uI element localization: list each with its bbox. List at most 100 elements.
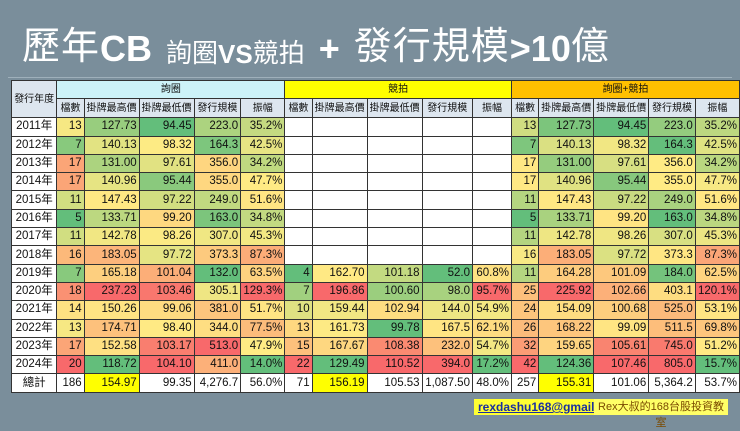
data-cell: 4,276.7 — [193, 373, 242, 393]
data-cell: 154.97 — [83, 373, 140, 393]
column-header: 掛牌最高價 — [538, 98, 595, 119]
data-cell: 5,364.2 — [648, 373, 696, 393]
data-cell: 164.3 — [193, 135, 242, 155]
data-cell: 45.3% — [240, 227, 286, 247]
data-cell: 232.0 — [421, 336, 473, 357]
data-cell — [284, 135, 313, 155]
data-cell: 5 — [510, 208, 540, 229]
title-text: VS — [218, 39, 253, 69]
data-cell: 174.71 — [83, 318, 140, 338]
data-cell: 183.05 — [538, 245, 595, 265]
year-cell: 2016年 — [10, 208, 58, 229]
data-cell: 42 — [510, 355, 540, 375]
data-cell: 381.0 — [193, 300, 242, 320]
data-cell: 98.26 — [593, 227, 650, 247]
data-cell: 51.6% — [694, 190, 740, 210]
data-cell: 62.5% — [694, 263, 740, 283]
data-cell: 104.10 — [138, 355, 195, 375]
data-cell: 62.1% — [471, 318, 512, 338]
data-cell: 511.5 — [648, 318, 696, 338]
data-cell: 69.8% — [694, 318, 740, 338]
column-header: 發行規模 — [421, 98, 473, 119]
data-cell: 17 — [510, 153, 540, 174]
data-cell: 183.05 — [83, 245, 140, 265]
data-cell: 159.44 — [311, 300, 368, 320]
data-cell: 147.43 — [538, 190, 595, 210]
data-cell — [471, 208, 512, 229]
table-row: 2014年 17 140.96 95.44 355.0 47.7% 17 140.96 95.4… — [10, 172, 740, 192]
year-cell: 2014年 — [10, 172, 58, 192]
data-cell — [284, 208, 313, 229]
data-cell: 98.26 — [138, 227, 195, 247]
total-row: 總計 186 154.97 99.35 4,276.7 56.0% 71 156.19 105.… — [10, 373, 740, 393]
data-cell: 152.58 — [83, 336, 140, 357]
data-cell: 99.20 — [593, 208, 650, 229]
data-cell: 4 — [284, 263, 313, 283]
data-cell: 99.06 — [138, 300, 195, 320]
data-cell: 51.6% — [240, 190, 286, 210]
data-cell: 99.20 — [138, 208, 195, 229]
data-cell: 223.0 — [648, 117, 696, 137]
data-cell: 164.3 — [648, 135, 696, 155]
data-cell: 105.53 — [366, 373, 423, 393]
data-cell: 95.44 — [593, 172, 650, 192]
data-cell — [366, 172, 423, 192]
data-cell: 140.13 — [83, 135, 140, 155]
data-cell: 34.8% — [240, 208, 286, 229]
table-row: 2024年 20 118.72 104.10 411.0 14.0% 22 129.49 110… — [10, 355, 740, 375]
year-cell: 2011年 — [10, 117, 58, 137]
column-header: 振幅 — [471, 98, 512, 119]
data-cell: 14 — [56, 300, 85, 320]
data-cell: 11 — [510, 227, 540, 247]
data-cell: 118.72 — [83, 355, 140, 375]
data-cell — [366, 135, 423, 155]
data-cell: 140.13 — [538, 135, 595, 155]
cb-stats-table: 發行年度 詢圈 競拍 詢圈+競拍 檔數 掛牌最高價 掛牌最低價 發行規模 振幅 檔數 掛牌最… — [10, 79, 740, 393]
data-cell — [284, 245, 313, 265]
data-cell: 101.18 — [366, 263, 423, 283]
contact-email[interactable]: rexdashu168@gmail.com — [474, 399, 627, 415]
data-cell: 20 — [56, 355, 85, 375]
data-cell — [311, 117, 368, 137]
data-cell: 17 — [56, 172, 85, 192]
data-cell: 344.0 — [193, 318, 242, 338]
data-cell: 129.49 — [311, 355, 368, 375]
brand-label: Rex大叔的168台股投資教室 — [594, 399, 728, 429]
data-cell: 42.5% — [694, 135, 740, 155]
data-cell — [284, 227, 313, 247]
data-cell: 13 — [284, 318, 313, 338]
data-cell — [471, 153, 512, 174]
data-cell: 103.17 — [138, 336, 195, 357]
data-cell: 165.18 — [83, 263, 140, 283]
data-cell: 13 — [510, 117, 540, 137]
data-cell: 745.0 — [648, 336, 696, 357]
data-cell: 16 — [56, 245, 85, 265]
data-cell: 100.60 — [366, 281, 423, 302]
data-cell — [471, 117, 512, 137]
data-cell: 525.0 — [648, 300, 696, 320]
data-cell: 16 — [510, 245, 540, 265]
data-cell: 56.0% — [240, 373, 286, 393]
data-cell: 87.3% — [694, 245, 740, 265]
data-cell: 53.1% — [694, 300, 740, 320]
title-text: 億 — [570, 24, 610, 68]
data-cell — [471, 227, 512, 247]
data-cell: 105.61 — [593, 336, 650, 357]
data-cell: 163.0 — [193, 208, 242, 229]
data-cell: 150.26 — [83, 300, 140, 320]
data-cell: 132.0 — [193, 263, 242, 283]
data-cell: 94.45 — [138, 117, 195, 137]
data-cell: 411.0 — [193, 355, 242, 375]
data-cell: 32 — [510, 336, 540, 357]
data-cell: 147.43 — [83, 190, 140, 210]
data-cell: 98.40 — [138, 318, 195, 338]
title-text: + — [318, 28, 340, 69]
data-cell: 168.22 — [538, 318, 595, 338]
data-cell: 47.7% — [694, 172, 740, 192]
data-cell: 805.0 — [648, 355, 696, 375]
data-cell: 11 — [56, 227, 85, 247]
data-cell: 60.8% — [471, 263, 512, 283]
data-cell: 51.7% — [240, 300, 286, 320]
data-cell: 133.71 — [538, 208, 595, 229]
data-cell: 1,087.50 — [421, 373, 473, 393]
